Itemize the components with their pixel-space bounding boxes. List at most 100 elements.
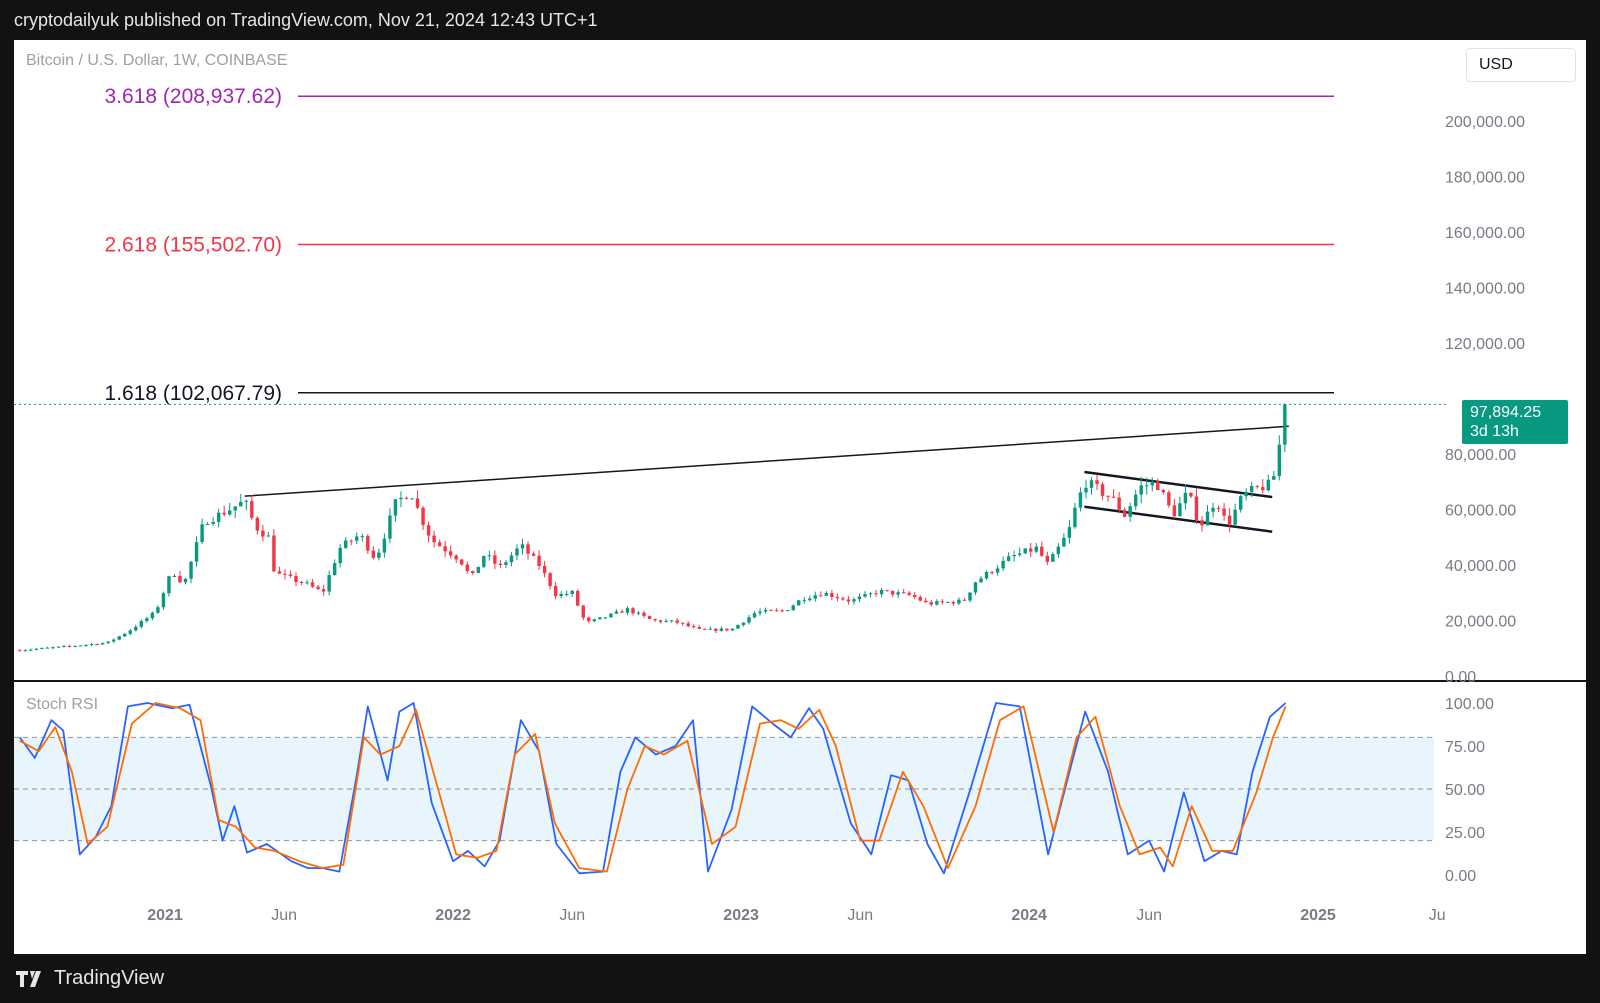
candle-body	[1073, 507, 1077, 528]
candle-body	[51, 647, 55, 649]
candle-body	[272, 535, 276, 572]
candle-body	[686, 623, 690, 627]
candle-body	[830, 592, 834, 597]
candle-body	[338, 547, 342, 564]
candle-body	[680, 622, 685, 624]
candle-body	[1200, 520, 1204, 526]
candle-body	[714, 628, 718, 631]
candle-body	[228, 510, 232, 515]
time-axis-tick: Ju	[1429, 907, 1446, 924]
price-axis-tick: 160,000.00	[1445, 225, 1525, 242]
candle-body	[34, 648, 39, 650]
tradingview-brand[interactable]: TradingView	[54, 967, 165, 989]
candle-body	[73, 645, 77, 647]
tradingview-logo-icon[interactable]	[16, 970, 46, 987]
candle-body	[1051, 554, 1055, 562]
candle-body	[1238, 496, 1243, 510]
candle-body	[564, 594, 569, 596]
candle-body	[382, 538, 387, 553]
candle-body	[316, 586, 320, 590]
candle-body	[95, 644, 99, 646]
candle-body	[167, 576, 171, 594]
candle-body	[592, 619, 597, 622]
candle-body	[471, 571, 475, 573]
symbol-title: Bitcoin / U.S. Dollar, 1W, COINBASE	[26, 52, 288, 69]
candle-body	[84, 644, 88, 646]
candle-body	[769, 609, 773, 611]
price-axis-tick: 80,000.00	[1445, 447, 1516, 464]
bar-countdown: 3d 13h	[1470, 423, 1519, 440]
candle-body	[40, 647, 44, 649]
candle-body	[973, 582, 978, 593]
price-axis-tick: 140,000.00	[1445, 281, 1525, 298]
candle-body	[1095, 480, 1099, 485]
chart-canvas[interactable]: 3.618 (208,937.62) 2.618 (155,502.70) 1.61…	[14, 40, 1586, 954]
candle-body	[1283, 404, 1287, 445]
candle-body	[1006, 556, 1011, 561]
candle-body	[1023, 548, 1027, 554]
candle-body	[675, 620, 679, 623]
candle-body	[913, 594, 917, 598]
candle-body	[763, 609, 768, 612]
candle-body	[476, 566, 481, 573]
candle-body	[995, 568, 1000, 573]
candle-body	[415, 498, 420, 508]
stoch-rsi-layer	[19, 702, 1287, 875]
candle-body	[581, 605, 585, 618]
price-axis-tick: 180,000.00	[1445, 170, 1525, 187]
candle-body	[482, 555, 486, 567]
candle-body	[531, 553, 536, 556]
candle-body	[708, 628, 713, 630]
stoch-d-line	[19, 702, 1287, 873]
candle-body	[924, 600, 928, 603]
candle-body	[1084, 487, 1088, 493]
candle-body	[1272, 476, 1276, 480]
candle-body	[692, 626, 696, 628]
candle-body	[156, 607, 160, 613]
candle-body	[697, 627, 701, 629]
candle-body	[123, 633, 127, 637]
candle-body	[310, 582, 315, 587]
candle-body	[791, 605, 795, 611]
candle-body	[1040, 546, 1044, 556]
candle-body	[432, 535, 436, 543]
candle-body	[404, 497, 409, 499]
price-axis-tick: 0.00	[1445, 669, 1476, 686]
candle-body	[526, 544, 530, 554]
candle-body	[741, 622, 746, 625]
candle-body	[448, 551, 453, 556]
candle-body	[426, 525, 431, 536]
candle-body	[23, 650, 28, 652]
candle-body	[1255, 486, 1259, 488]
candle-body	[45, 647, 50, 649]
candle-body	[1067, 527, 1072, 538]
candle-body	[548, 573, 552, 587]
candle-body	[277, 571, 282, 574]
stoch-axis-tick: 100.00	[1445, 696, 1494, 713]
candle-body	[205, 523, 210, 525]
candle-body	[388, 515, 392, 539]
candle-body	[609, 613, 613, 618]
candle-body	[200, 524, 204, 543]
time-axis-tick: 2025	[1300, 907, 1336, 924]
currency-button[interactable]: USD	[1466, 48, 1576, 82]
candle-body	[918, 597, 922, 601]
candle-body	[852, 599, 856, 602]
time-axis-tick: Jun	[847, 907, 873, 924]
candle-body	[1062, 537, 1066, 547]
stoch-axis-tick: 0.00	[1445, 868, 1476, 885]
candle-body	[1233, 509, 1237, 525]
candle-body	[1178, 503, 1182, 517]
candle-body	[377, 552, 381, 558]
candle-body	[261, 530, 265, 537]
candle-body	[968, 592, 972, 601]
candle-body	[857, 596, 862, 600]
candle-body	[1128, 506, 1132, 517]
candle-body	[636, 612, 641, 614]
candle-body	[774, 610, 779, 612]
candle-body	[443, 546, 447, 552]
time-axis-tick: Jun	[1136, 907, 1162, 924]
candle-body	[730, 628, 735, 631]
candle-body	[250, 500, 254, 518]
candle-body	[780, 610, 784, 612]
